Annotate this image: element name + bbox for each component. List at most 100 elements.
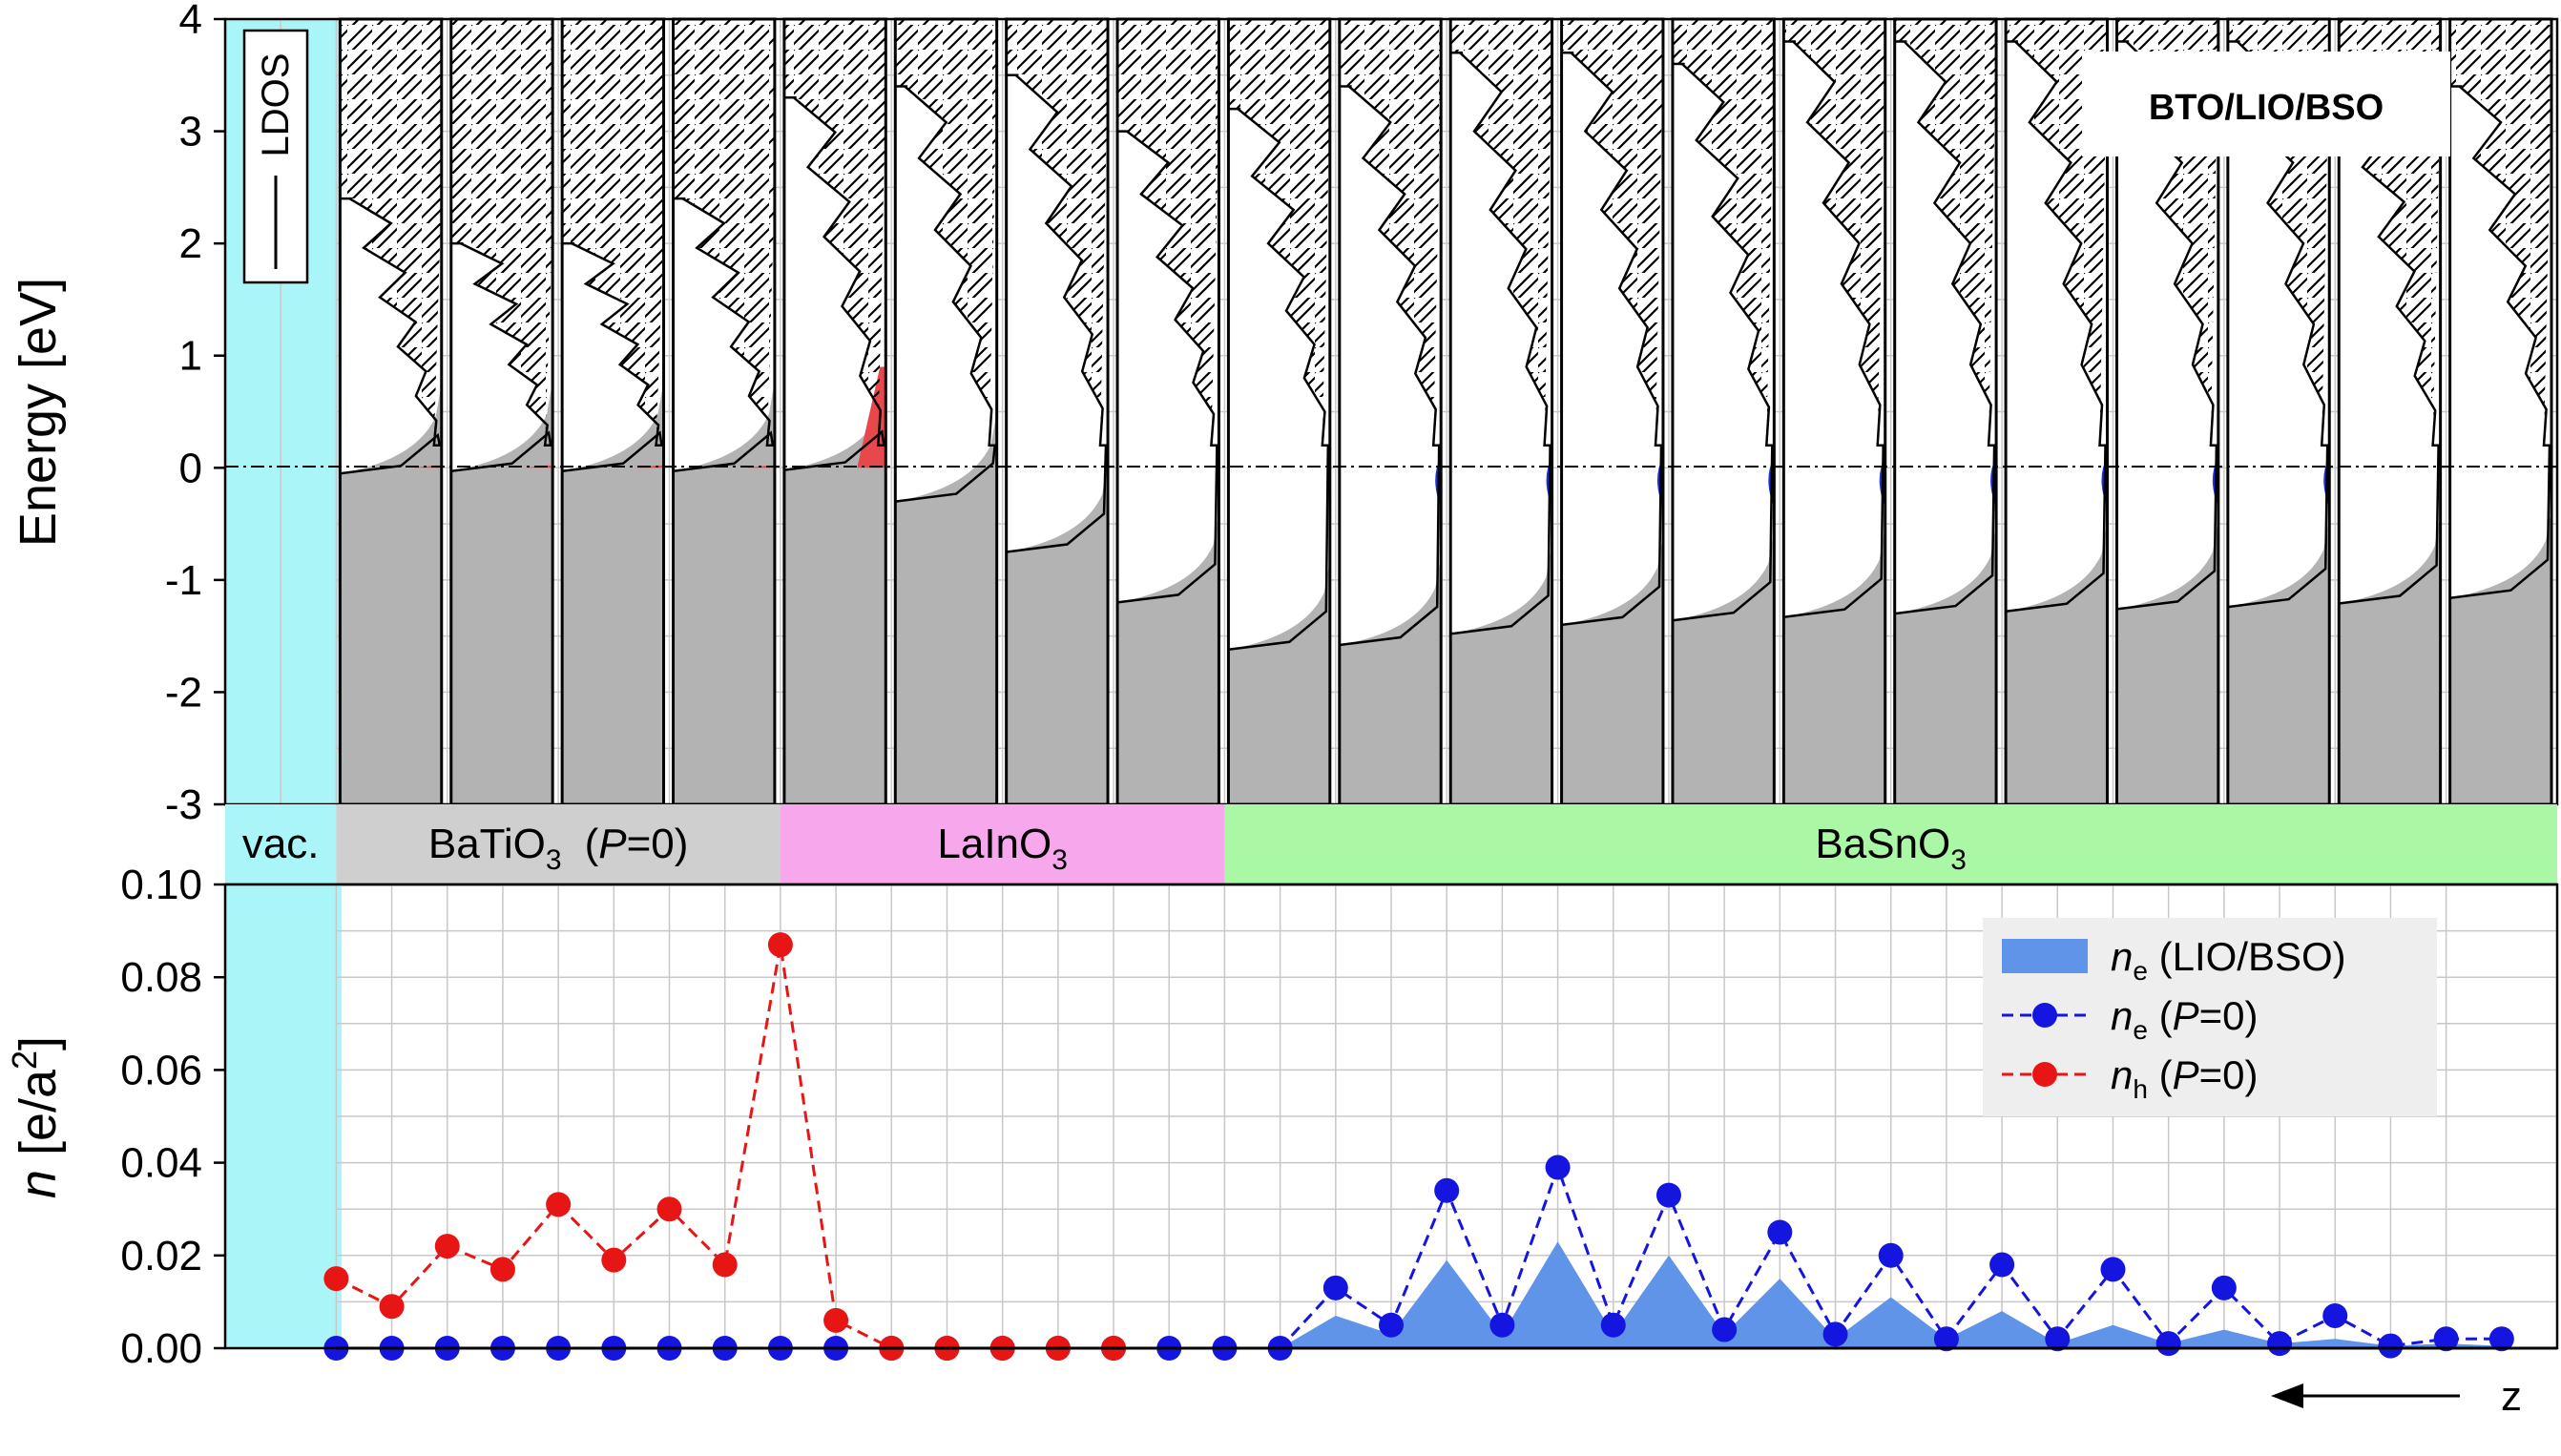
conduction-hatch — [1894, 19, 1997, 446]
ldos-layer-BaSnO3 — [1671, 17, 1776, 806]
conduction-hatch — [1117, 19, 1219, 446]
conduction-hatch — [783, 19, 886, 446]
density-panel: 0.10 0.08 0.06 0.04 0.02 0.00 n [e/a2] ne (LI… — [5, 862, 2559, 1420]
ldos-y-tick-label: -2 — [165, 669, 202, 716]
vacuum-region-bottom — [225, 884, 342, 1348]
ne-p0-point — [2100, 1257, 2126, 1282]
conduction-hatch — [340, 19, 442, 446]
structure-annotation: BTO/LIO/BSO — [2082, 52, 2450, 156]
region-label: LaInO3 — [937, 821, 1068, 876]
nh-p0-point — [323, 1266, 349, 1292]
ldos-legend: LDOS — [242, 29, 309, 284]
z-axis-label: z — [2501, 1373, 2522, 1420]
legend-label: nh (P=0) — [2111, 1052, 2258, 1104]
valence-band-fill — [450, 381, 553, 804]
ldos-layer-BaSnO3 — [1893, 17, 1998, 806]
conduction-hatch — [1672, 19, 1775, 446]
structure-label: BTO/LIO/BSO — [2149, 88, 2384, 128]
legend-label: ne (LIO/BSO) — [2111, 934, 2346, 986]
ldos-layer-LaInO3 — [893, 17, 999, 806]
density-y-axis-label: n [e/a2] — [5, 1036, 67, 1198]
ne-lio-bso-area — [336, 1241, 2502, 1348]
valence-band-fill — [783, 380, 886, 804]
ldos-y-tick-label: 1 — [179, 333, 202, 380]
density-legend-entry: ne (LIO/BSO) — [2002, 934, 2346, 986]
ne-p0-point — [2322, 1302, 2348, 1328]
valence-band-fill — [1117, 512, 1219, 804]
conduction-hatch — [673, 19, 775, 446]
ne-p0-point — [1322, 1275, 1348, 1300]
z-arrow-head — [2271, 1383, 2303, 1408]
ldos-layer-BaSnO3 — [2337, 17, 2443, 806]
density-y-tick-label: 0.00 — [120, 1325, 202, 1372]
conduction-hatch — [895, 19, 997, 446]
ldos-layer-BaSnO3 — [1560, 17, 1665, 806]
ldos-layer-LaInO3 — [782, 17, 887, 806]
density-legend-entry: ne (P=0) — [2002, 993, 2258, 1045]
region-label: BaSnO3 — [1815, 821, 1967, 876]
region-fill — [225, 804, 337, 884]
region-label: vac. — [242, 821, 320, 867]
density-y-tick-label: 0.08 — [120, 954, 202, 1001]
nh-p0-point — [712, 1252, 738, 1278]
ldos-layers — [338, 17, 2553, 806]
ldos-y-tick-label: -3 — [165, 781, 202, 828]
nh-p0-point — [601, 1247, 627, 1273]
conduction-hatch — [2449, 19, 2551, 446]
valence-band-fill — [1339, 554, 1442, 804]
nh-p0-point — [767, 932, 793, 958]
nh-p0-point — [434, 1234, 460, 1259]
nh-p0-point — [546, 1192, 572, 1217]
density-legend-entry: nh (P=0) — [2002, 1052, 2258, 1104]
valence-band-fill — [1228, 559, 1330, 804]
ldos-layer-LaInO3 — [1115, 17, 1220, 806]
ldos-layer-BaSnO3 — [2448, 17, 2553, 806]
valence-band-fill — [895, 411, 997, 804]
ne-p0-point — [2433, 1326, 2459, 1352]
nh-p0-point — [379, 1294, 405, 1320]
legend-marker — [2032, 1062, 2057, 1087]
region-laino3: LaInO3 — [780, 804, 1225, 884]
ldos-layer-LaInO3 — [1005, 17, 1110, 806]
ldos-layer-BaTiO3 — [449, 17, 554, 806]
density-y-tick-label: 0.02 — [120, 1233, 202, 1279]
ldos-panel: 4 3 2 1 0 -1 -2 -3 Energy [eV] LDOS BTO/LIO/BSO — [10, 0, 2559, 828]
legend-swatch — [2002, 939, 2088, 973]
conduction-hatch — [1006, 19, 1109, 446]
ldos-layer-BaSnO3 — [1226, 17, 1332, 806]
region-fill — [780, 804, 1225, 884]
ldos-layer-BaSnO3 — [1781, 17, 1887, 806]
ldos-y-tick-label: 0 — [179, 445, 202, 491]
ne-p0-point — [2211, 1275, 2237, 1300]
ne-p0-point — [2155, 1331, 2181, 1357]
ldos-y-axis: 4 3 2 1 0 -1 -2 -3 — [165, 0, 225, 828]
nh-p0-point — [823, 1307, 849, 1333]
conduction-hatch — [1228, 19, 1330, 446]
ne-p0-point — [1767, 1219, 1793, 1245]
legend-marker — [2032, 1003, 2057, 1028]
nh-p0-point — [656, 1196, 682, 1222]
ne-p0-point — [2045, 1326, 2071, 1352]
density-frame — [223, 883, 2559, 1350]
ldos-y-tick-label: -1 — [165, 557, 202, 604]
valence-band-fill — [673, 381, 775, 804]
conduction-hatch — [562, 19, 664, 446]
ldos-layer-BaTiO3 — [338, 17, 444, 806]
ldos-layer-BaTiO3 — [560, 17, 666, 806]
legend-label: ne (P=0) — [2111, 993, 2258, 1045]
density-y-axis: 0.10 0.08 0.06 0.04 0.02 0.00 — [120, 862, 225, 1372]
conduction-hatch — [450, 19, 553, 446]
conduction-hatch — [1339, 19, 1442, 446]
conduction-hatch — [1783, 19, 1885, 446]
ne-p0-point — [1655, 1182, 1681, 1208]
valence-band-fill — [2339, 513, 2441, 804]
region-vacuum: vac. — [225, 804, 337, 884]
valence-band-fill — [2227, 517, 2330, 804]
ldos-y-axis-label: Energy [eV] — [10, 278, 67, 547]
region-fill — [336, 804, 781, 884]
ne-p0-point — [1989, 1252, 2015, 1278]
density-y-tick-label: 0.06 — [120, 1047, 202, 1093]
ldos-layer-BaSnO3 — [1338, 17, 1443, 806]
conduction-hatch — [1450, 19, 1552, 446]
